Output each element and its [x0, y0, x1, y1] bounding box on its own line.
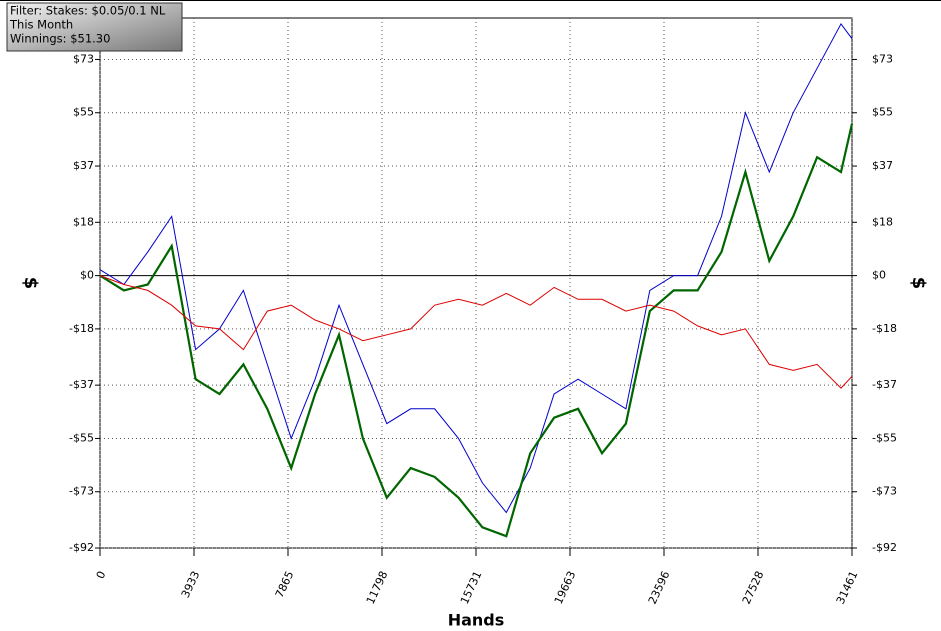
y-tick-label: -$18	[69, 322, 94, 335]
y-tick-label: -$73	[69, 485, 94, 498]
y2-tick-label: $37	[872, 159, 893, 172]
y-axis-label: $	[20, 277, 41, 290]
y-tick-label: $0	[80, 269, 94, 282]
y2-tick-label: $55	[872, 106, 893, 119]
y2-tick-label: -$73	[872, 485, 897, 498]
y-tick-label: $55	[73, 106, 94, 119]
series-line	[99, 123, 854, 538]
y-tick-label: -$92	[69, 541, 94, 554]
x-tick-label: 15731	[458, 569, 485, 606]
y2-tick-label: -$18	[872, 322, 897, 335]
x-tick-label: 11798	[364, 569, 391, 606]
y2-tick-label: $18	[872, 215, 893, 228]
x-tick-label: 0	[94, 569, 109, 581]
x-tick-label: 19663	[552, 569, 579, 606]
series-line	[99, 22, 853, 514]
y2-tick-label: -$55	[872, 431, 897, 444]
x-tick-label: 31461	[834, 569, 861, 606]
y-tick-label: -$55	[69, 431, 94, 444]
info-line: Filter: Stakes: $0.05/0.1 NL	[10, 4, 166, 18]
x-tick-label: 23596	[646, 569, 673, 606]
y2-axis-label: $	[908, 277, 929, 290]
plot	[99, 18, 854, 549]
y-tick-label: -$37	[69, 378, 94, 391]
y-tick-label: $18	[73, 215, 94, 228]
info-line: Winnings: $51.30	[10, 32, 110, 46]
y-tick-label: $73	[73, 52, 94, 65]
y2-tick-label: -$37	[872, 378, 897, 391]
y-tick-label: $37	[73, 159, 94, 172]
info-line: This Month	[9, 18, 73, 32]
x-tick-label: 27528	[740, 569, 767, 606]
y2-tick-label: $73	[872, 52, 893, 65]
x-axis-label: Hands	[448, 611, 505, 630]
x-tick-label: 3933	[179, 569, 203, 600]
y2-tick-label: $0	[872, 269, 886, 282]
series-line	[99, 275, 853, 389]
x-tick-label: 7865	[273, 569, 297, 600]
info-box	[6, 2, 183, 52]
y2-tick-label: -$92	[872, 541, 897, 554]
